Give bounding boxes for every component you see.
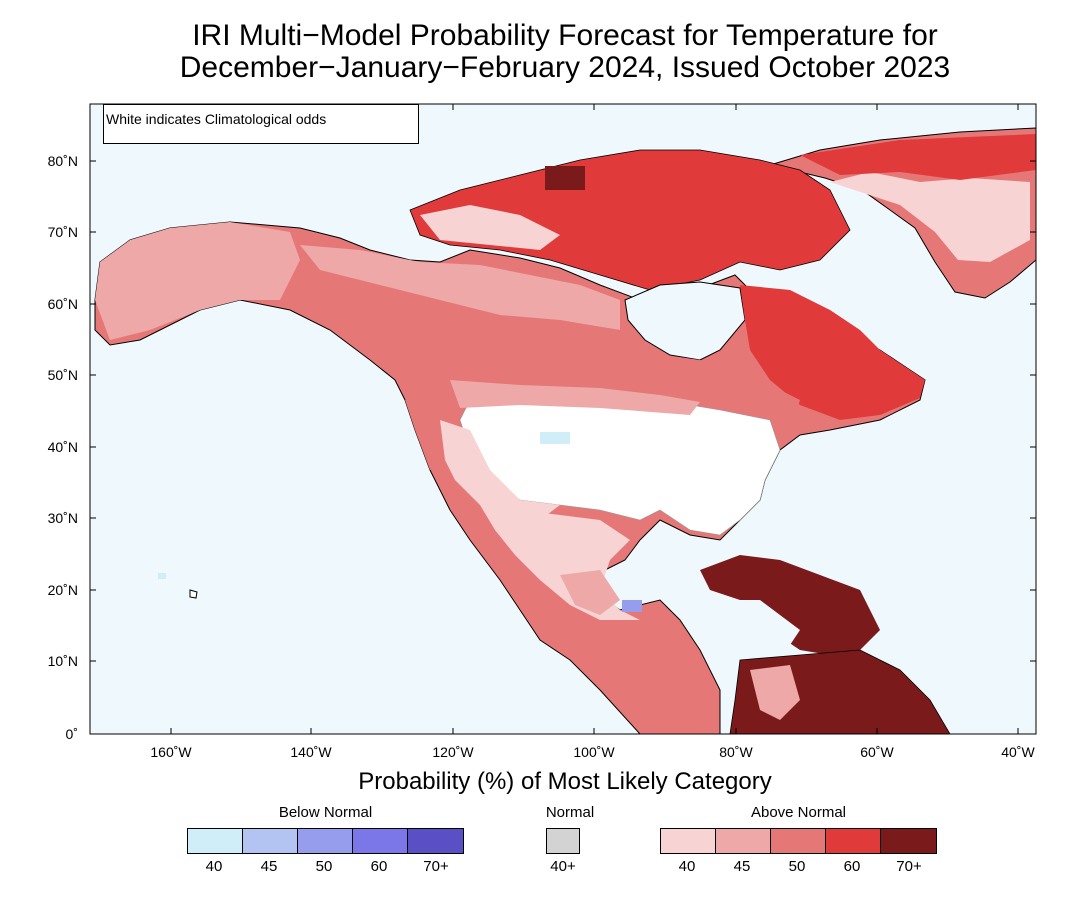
lon-axis: 160˚W 140˚W 120˚W 100˚W 80˚W 60˚W 40˚W — [150, 104, 1036, 760]
legend-tick: 60 — [843, 858, 861, 875]
lat-label: 70˚N — [48, 224, 78, 240]
us-southwest-pink — [440, 420, 560, 520]
legend-swatch-below-60 — [352, 828, 408, 854]
us-north-pink — [450, 380, 700, 415]
south-america-pink — [750, 665, 800, 720]
map-title: IRI Multi−Model Probability Forecast for… — [0, 20, 1080, 84]
canada-interior-light — [300, 245, 620, 330]
legend-swatch-below-40 — [187, 828, 243, 854]
lat-label: 40˚N — [48, 439, 78, 455]
lat-label: 20˚N — [48, 582, 78, 598]
legend-swatch-above-40 — [660, 828, 716, 854]
legend-tick: 40 — [678, 858, 696, 875]
legend-tick: 50 — [315, 858, 333, 875]
normal-label: Normal — [545, 804, 595, 821]
hawaii-cell — [158, 573, 166, 579]
central-america — [640, 615, 710, 695]
greenland-light — [830, 172, 1030, 262]
legend-swatch-normal — [546, 828, 580, 854]
legend-tick: 70+ — [423, 858, 449, 875]
forecast-map: 80˚N 70˚N 60˚N 50˚N 40˚N 30˚N 20˚N 10˚N … — [48, 103, 1037, 760]
lon-label: 120˚W — [432, 744, 474, 760]
legend-swatch-above-50 — [770, 828, 826, 854]
legend-swatch-below-70 — [407, 828, 464, 854]
alaska-region — [95, 222, 300, 340]
legend-title: Probability (%) of Most Likely Category — [358, 768, 772, 795]
us-west-coast — [405, 390, 445, 470]
map-frame — [89, 103, 1037, 735]
lon-label: 60˚W — [860, 744, 894, 760]
forecast-shading — [94, 127, 1036, 734]
title-line-2: December−January−February 2024, Issued O… — [179, 51, 951, 84]
lat-label: 10˚N — [48, 653, 78, 669]
lat-axis: 80˚N 70˚N 60˚N 50˚N 40˚N 30˚N 20˚N 10˚N … — [48, 153, 1036, 742]
legend-swatch-below-50 — [297, 828, 353, 854]
lon-label: 100˚W — [573, 744, 615, 760]
quebec-region — [740, 285, 925, 420]
arctic-dark-cell — [545, 166, 585, 190]
greenland-dark — [800, 134, 1036, 180]
title-line-1: IRI Multi−Model Probability Forecast for… — [192, 19, 938, 52]
lon-label: 80˚W — [719, 744, 753, 760]
below-normal-cell — [540, 432, 570, 444]
lat-label: 50˚N — [48, 367, 78, 383]
legend-tick: 60 — [370, 858, 388, 875]
lat-label: 30˚N — [48, 510, 78, 526]
lat-label: 0˚ — [66, 726, 78, 742]
legend-swatch-above-70 — [880, 828, 937, 854]
mexico-blue-cell — [622, 600, 642, 612]
hudson-bay — [624, 281, 746, 361]
lat-label: 80˚N — [48, 153, 78, 169]
climatology-note: White indicates Climatological odds — [103, 104, 419, 144]
legend-swatch-above-60 — [825, 828, 881, 854]
above-normal-label: Above Normal — [750, 804, 847, 821]
arctic-islands-light — [420, 205, 560, 250]
legend-tick: 45 — [260, 858, 278, 875]
caribbean-water — [710, 600, 800, 645]
lon-label: 40˚W — [1001, 744, 1035, 760]
legend-tick: 45 — [733, 858, 751, 875]
legend-swatch-below-45 — [242, 828, 298, 854]
legend-tick: 70+ — [896, 858, 922, 875]
lat-label: 60˚N — [48, 296, 78, 312]
canada-east-pink — [600, 350, 800, 430]
mexico-south — [560, 570, 620, 615]
arctic-islands — [409, 149, 851, 291]
legend-tick: 50 — [788, 858, 806, 875]
caribbean-dark — [700, 555, 880, 655]
legend-tick: 40 — [205, 858, 223, 875]
legend-tick: 40+ — [550, 858, 576, 875]
lon-label: 160˚W — [150, 744, 192, 760]
lon-label: 140˚W — [290, 744, 332, 760]
below-normal-label: Below Normal — [278, 804, 373, 821]
hawaii — [189, 589, 198, 599]
legend-swatch-above-45 — [715, 828, 771, 854]
